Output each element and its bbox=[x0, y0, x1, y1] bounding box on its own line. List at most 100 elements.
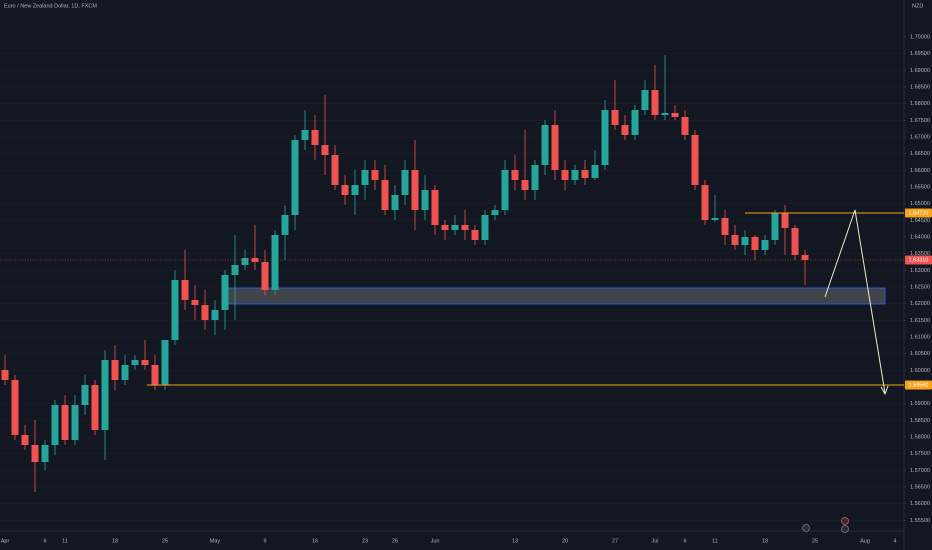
candle-body bbox=[41, 445, 49, 462]
candle-body bbox=[401, 170, 409, 195]
candle-body bbox=[551, 125, 559, 170]
candle-body bbox=[151, 365, 159, 385]
y-tick-label: 1.69000 bbox=[910, 68, 930, 74]
y-tick-label: 1.68500 bbox=[910, 84, 930, 90]
y-tick-label: 1.56000 bbox=[910, 501, 930, 507]
y-tick-label: 1.60500 bbox=[910, 351, 930, 357]
x-tick-label: 13 bbox=[512, 538, 518, 544]
x-tick-label: 4 bbox=[893, 538, 896, 544]
candle-body bbox=[771, 213, 779, 240]
y-tick-label: 1.60000 bbox=[910, 368, 930, 374]
y-tick-label: 1.66500 bbox=[910, 151, 930, 157]
x-tick-label: 25 bbox=[812, 538, 818, 544]
zone bbox=[227, 287, 886, 305]
x-tick-label: 23 bbox=[362, 538, 368, 544]
price-label: 1.63310 bbox=[909, 257, 929, 263]
candle-body bbox=[561, 170, 569, 180]
y-tick-label: 1.57500 bbox=[910, 451, 930, 457]
candle-body bbox=[191, 300, 199, 305]
candle-body bbox=[801, 255, 809, 260]
candle-body bbox=[731, 235, 739, 245]
candle-body bbox=[281, 215, 289, 235]
candle-body bbox=[411, 170, 419, 210]
candle-body bbox=[231, 265, 239, 275]
candle-body bbox=[471, 230, 479, 240]
y-tick-label: 1.55500 bbox=[910, 518, 930, 524]
y-tick-label: 1.62000 bbox=[910, 301, 930, 307]
candle-body bbox=[601, 110, 609, 165]
candle-body bbox=[341, 185, 349, 195]
candle-body bbox=[11, 380, 19, 435]
x-tick-label: 6 bbox=[43, 538, 46, 544]
candle-body bbox=[81, 385, 89, 405]
candle-body bbox=[531, 165, 539, 190]
candle-body bbox=[611, 110, 619, 125]
projection-path bbox=[824, 209, 886, 394]
candle-body bbox=[211, 310, 219, 320]
price-label: 1.64720 bbox=[909, 210, 929, 216]
y-tick-label: 1.68000 bbox=[910, 101, 930, 107]
y-tick-label: 1.69500 bbox=[910, 51, 930, 57]
y-tick-label: 1.70000 bbox=[910, 34, 930, 40]
x-tick-label: Jun bbox=[431, 538, 440, 544]
candle-body bbox=[61, 405, 69, 440]
candle-body bbox=[661, 113, 669, 115]
candle-body bbox=[31, 445, 39, 462]
candle-body bbox=[121, 365, 129, 380]
candle-body bbox=[101, 360, 109, 430]
candle-body bbox=[701, 185, 709, 220]
y-tick-label: 1.56500 bbox=[910, 484, 930, 490]
candle-body bbox=[481, 215, 489, 240]
candle-body bbox=[291, 140, 299, 215]
candle-body bbox=[321, 145, 329, 155]
price-label: 1.59560 bbox=[909, 382, 929, 388]
x-tick-label: Aug bbox=[860, 538, 870, 544]
y-tick-label: 1.58500 bbox=[910, 418, 930, 424]
y-tick-label: 1.61500 bbox=[910, 318, 930, 324]
x-tick-label: 11 bbox=[712, 538, 718, 544]
x-tick-label: May bbox=[210, 538, 221, 544]
candle-body bbox=[131, 360, 139, 365]
event-icon[interactable] bbox=[841, 525, 849, 533]
y-tick-label: 1.63000 bbox=[910, 268, 930, 274]
x-tick-label: 6 bbox=[683, 538, 686, 544]
candle-body bbox=[761, 240, 769, 250]
x-tick-label: 26 bbox=[392, 538, 398, 544]
x-tick-label: Jul bbox=[651, 538, 658, 544]
currency-label: NZD bbox=[912, 3, 923, 9]
candle-body bbox=[351, 185, 359, 195]
candle-body bbox=[181, 280, 189, 300]
x-tick-label: 25 bbox=[162, 538, 168, 544]
y-tick-label: 1.64000 bbox=[910, 234, 930, 240]
chart-title: Euro / New Zealand Dollar, 1D, FXCM bbox=[4, 3, 97, 9]
candle-body bbox=[71, 405, 79, 440]
x-tick-label: 16 bbox=[312, 538, 318, 544]
candle-body bbox=[631, 110, 639, 135]
y-tick-label: 1.64500 bbox=[910, 218, 930, 224]
candle-body bbox=[781, 213, 789, 228]
candle-body bbox=[511, 170, 519, 180]
candle-body bbox=[501, 170, 509, 210]
price-label-box bbox=[905, 208, 932, 218]
candle-body bbox=[571, 170, 579, 180]
candle-body bbox=[491, 210, 499, 215]
candle-body bbox=[721, 218, 729, 235]
candle-body bbox=[331, 155, 339, 185]
candle-body bbox=[621, 125, 629, 135]
candle-body bbox=[261, 262, 269, 290]
candle-body bbox=[691, 135, 699, 185]
event-icon[interactable] bbox=[802, 524, 810, 532]
marks bbox=[0, 55, 904, 492]
candle-body bbox=[51, 405, 59, 445]
candle-body bbox=[161, 340, 169, 385]
x-tick-label: 27 bbox=[612, 538, 618, 544]
y-tick-label: 1.61000 bbox=[910, 334, 930, 340]
y-tick-label: 1.66000 bbox=[910, 168, 930, 174]
candle-body bbox=[431, 190, 439, 225]
y-tick-label: 1.65500 bbox=[910, 184, 930, 190]
candle-body bbox=[111, 360, 119, 380]
candle-body bbox=[221, 275, 229, 310]
event-icon[interactable] bbox=[841, 517, 849, 525]
